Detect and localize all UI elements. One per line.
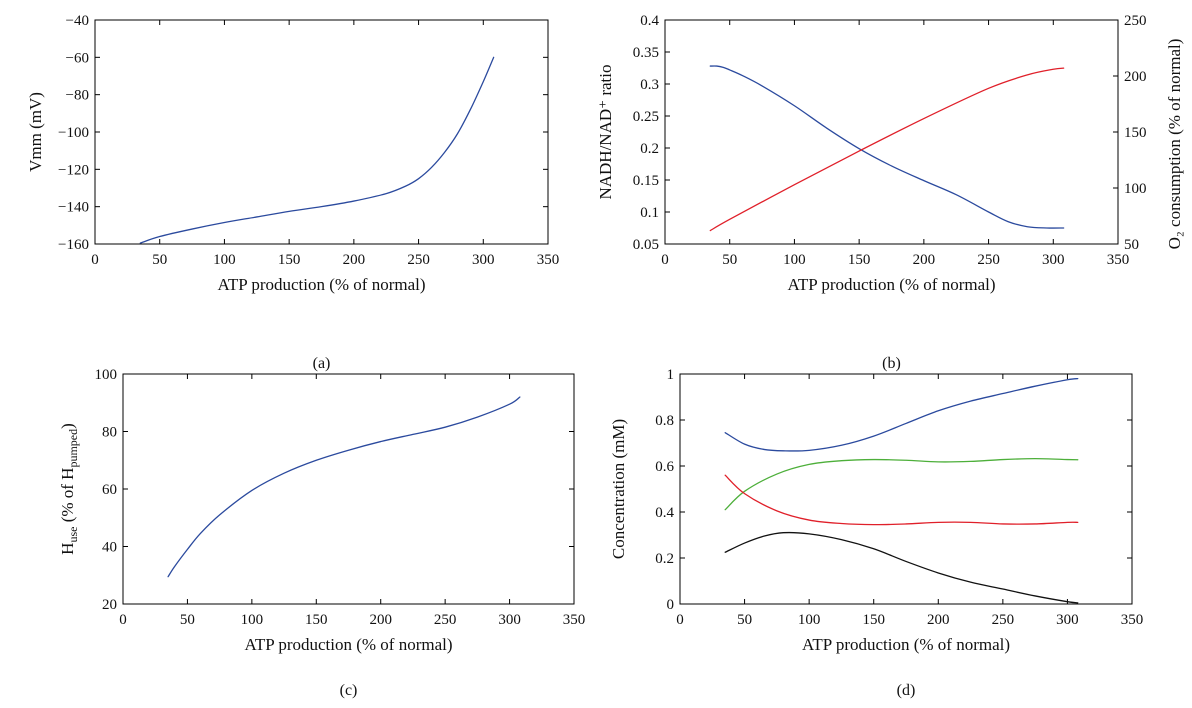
- y-label-mid: (% of H: [58, 468, 77, 527]
- y-tick-label: 0.15: [633, 173, 659, 189]
- x-tick-label: 300: [498, 612, 521, 628]
- x-tick-label: 100: [783, 252, 806, 268]
- x-tick-label: 100: [241, 612, 264, 628]
- y-tick-label: 0.1: [640, 205, 659, 221]
- y-tick-label: 40: [102, 540, 117, 556]
- x-tick-label: 250: [434, 612, 457, 628]
- y-tick-label: 0.05: [633, 237, 659, 253]
- y-label-sub: use: [66, 527, 80, 543]
- y-tick-label: 100: [95, 367, 118, 383]
- y-tick-label: 0.2: [640, 141, 659, 157]
- y-tick-label: 60: [102, 482, 117, 498]
- x-tick-label: 0: [676, 612, 684, 628]
- panel-label: (a): [313, 355, 331, 372]
- y-label-end: ): [58, 423, 77, 429]
- y-tick-label: −100: [58, 125, 89, 141]
- y-right-axis-label: O₂ consumption (% of normal): [1165, 39, 1184, 250]
- y-tick-label: 20: [102, 597, 117, 613]
- series-line-d-3: [724, 474, 1079, 526]
- y-right-tick-label: 250: [1124, 13, 1147, 29]
- y-label-main: H: [58, 543, 77, 555]
- y-tick-label: 0: [667, 597, 675, 613]
- x-tick-label: 200: [369, 612, 392, 628]
- y-axis-label: Vmm (mV): [26, 92, 45, 172]
- x-tick-label: 300: [472, 252, 495, 268]
- y-tick-label: 0.25: [633, 109, 659, 125]
- y-axis-label: Concentration (mM): [609, 419, 628, 559]
- y-tick-label: −40: [66, 13, 89, 29]
- axes-box: [94, 19, 549, 245]
- y-right-tick-label: 150: [1124, 125, 1147, 141]
- x-tick-label: 100: [798, 612, 821, 628]
- x-tick-label: 50: [737, 612, 752, 628]
- y-axis-label: NADH/NAD⁺ ratio: [596, 64, 615, 199]
- panel-label: (b): [882, 355, 901, 372]
- y-tick-label: 0.3: [640, 77, 659, 93]
- x-tick-label: 250: [407, 252, 430, 268]
- series-line-d-1: [724, 377, 1079, 452]
- y-right-tick-label: 200: [1124, 69, 1147, 85]
- x-tick-label: 350: [1121, 612, 1144, 628]
- x-tick-label: 50: [722, 252, 737, 268]
- x-tick-label: 300: [1042, 252, 1065, 268]
- y-tick-label: 0.35: [633, 45, 659, 61]
- panel-label: (d): [897, 682, 916, 699]
- y-tick-label: 0.6: [655, 459, 674, 475]
- y-tick-label: 0.8: [655, 413, 674, 429]
- x-tick-label: 0: [119, 612, 127, 628]
- y-tick-label: −160: [58, 237, 89, 253]
- chart-panel-d: 0 50 100 150 200 250 300 350 0 0.2 0.4 0.6 0.8 1 ATP p…: [609, 367, 1143, 699]
- series-line-c-1: [167, 396, 521, 578]
- axes-box: [122, 373, 575, 605]
- axes-box: [679, 373, 1133, 605]
- y-axis-label: Huse (% of Hpumped): [58, 423, 80, 555]
- x-axis-label: ATP production (% of normal): [244, 635, 452, 654]
- x-tick-label: 150: [278, 252, 301, 268]
- x-tick-label: 100: [213, 252, 236, 268]
- x-tick-label: 250: [977, 252, 1000, 268]
- y-tick-label: −120: [58, 162, 89, 178]
- x-tick-label: 150: [848, 252, 871, 268]
- axes-box: [664, 19, 1119, 245]
- panel-label: (c): [340, 682, 358, 699]
- y-right-tick-label: 50: [1124, 237, 1139, 253]
- y-tick-label: 80: [102, 425, 117, 441]
- x-tick-label: 0: [661, 252, 669, 268]
- chart-panel-a: 0 50 100 150 200 250 300 350 −160 −140 −120 −100 −80…: [26, 13, 559, 372]
- x-tick-label: 350: [537, 252, 560, 268]
- x-tick-label: 200: [343, 252, 366, 268]
- x-axis-label: ATP production (% of normal): [217, 275, 425, 294]
- y-tick-label: 0.2: [655, 551, 674, 567]
- y-tick-label: 1: [667, 367, 675, 383]
- y-tick-label: −80: [66, 88, 89, 104]
- y-tick-label: 0.4: [640, 13, 659, 29]
- series-line-a-1: [139, 56, 495, 244]
- x-tick-label: 0: [91, 252, 99, 268]
- series-line-d-4: [724, 531, 1079, 604]
- y-label-sub: pumped: [66, 429, 80, 468]
- x-tick-label: 200: [913, 252, 936, 268]
- x-tick-label: 50: [152, 252, 167, 268]
- y-tick-label: −60: [66, 50, 89, 66]
- x-tick-label: 150: [862, 612, 885, 628]
- x-tick-label: 250: [992, 612, 1015, 628]
- x-axis-label: ATP production (% of normal): [802, 635, 1010, 654]
- series-line-b-2: [709, 67, 1065, 232]
- x-tick-label: 50: [180, 612, 195, 628]
- series-line-d-2: [724, 457, 1079, 511]
- chart-panel-c: 0 50 100 150 200 250 300 350 20 40 60 80 100 ATP prod…: [58, 367, 585, 699]
- x-tick-label: 350: [1107, 252, 1130, 268]
- x-tick-label: 350: [563, 612, 586, 628]
- chart-panel-b: 0 50 100 150 200 250 300 350 0.05 0.1 0.15 0.2 0.25 0…: [596, 13, 1184, 372]
- y-tick-label: 0.4: [655, 505, 674, 521]
- x-tick-label: 300: [1056, 612, 1079, 628]
- x-tick-label: 200: [927, 612, 950, 628]
- x-tick-label: 150: [305, 612, 328, 628]
- series-line-b-1: [709, 65, 1065, 229]
- x-axis-label: ATP production (% of normal): [787, 275, 995, 294]
- y-tick-label: −140: [58, 200, 89, 216]
- y-right-tick-label: 100: [1124, 181, 1147, 197]
